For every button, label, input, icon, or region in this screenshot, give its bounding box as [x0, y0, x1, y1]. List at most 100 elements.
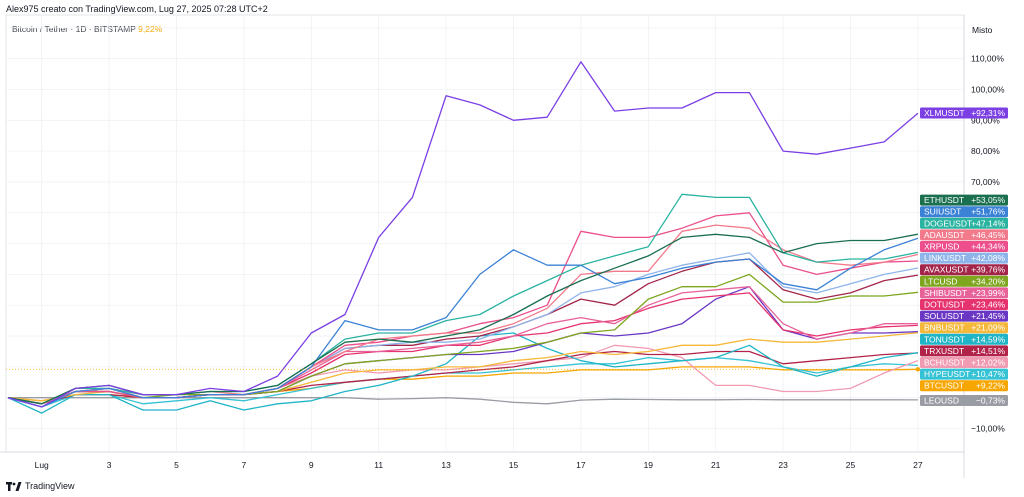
badge-value: +47,14%: [971, 218, 1005, 228]
series-line-ethusdt[interactable]: [7, 233, 919, 405]
series-line-xrpusd[interactable]: [7, 212, 918, 405]
series-line-ltcusd[interactable]: [7, 273, 918, 405]
badge-symbol: LINKUSDT: [924, 253, 966, 263]
badge-value: +46,45%: [971, 230, 1005, 240]
x-tick-label: 3: [107, 460, 112, 470]
x-tick-label: 11: [374, 460, 383, 470]
badge-symbol: AVAXUSDT: [924, 265, 969, 275]
badge-background: [920, 252, 1008, 264]
series-line-trxusdt[interactable]: [7, 350, 918, 405]
badge-symbol: DOGEUSDT: [924, 218, 972, 228]
badge-symbol: ADAUSDT: [924, 230, 965, 240]
badge-value: +92,31%: [971, 108, 1005, 118]
badge-background: [920, 310, 1008, 322]
badge-dotusdt[interactable]: DOTUSDT +23,46%: [920, 299, 1008, 310]
badge-btcusdt[interactable]: BTCUSDT +9,22%: [920, 380, 1008, 392]
badge-xlmusdt[interactable]: XLMUSDT +92,31%: [920, 107, 1008, 119]
brand-label: TradingView: [25, 481, 75, 491]
author-text: Alex975 creato con TradingView.com, Lug …: [6, 4, 268, 14]
badge-value: +34,20%: [971, 276, 1005, 286]
badge-symbol: TONUSDT: [924, 334, 965, 344]
badge-symbol: XRPUSD: [924, 242, 959, 252]
badge-value: +14,51%: [971, 346, 1005, 356]
x-tick-label: Lug: [35, 460, 49, 470]
badge-shibusdt[interactable]: SHIBUSDT +23,99%: [920, 287, 1008, 299]
badge-background: [920, 333, 1008, 345]
badge-value: +9,22%: [976, 381, 1006, 391]
y-tick-label: −10,00%: [971, 424, 1005, 434]
badge-background: [920, 357, 1008, 368]
x-tick-label: 25: [846, 460, 856, 470]
tradingview-footer[interactable]: TradingView: [6, 481, 75, 491]
badge-background: [920, 241, 1008, 252]
badge-background: [920, 194, 1008, 206]
x-tick-label: 9: [309, 460, 314, 470]
series-line-hypeusdt[interactable]: [7, 356, 918, 408]
series-line-tonusdt[interactable]: [7, 332, 918, 414]
badge-background: [920, 368, 1008, 380]
series-line-avaxusdt[interactable]: [7, 258, 919, 405]
badge-adausdt[interactable]: ADAUSDT +46,45%: [920, 229, 1008, 241]
badge-symbol: XLMUSDT: [924, 108, 965, 118]
badge-value: +10,47%: [971, 369, 1005, 379]
badge-value: +14,59%: [971, 334, 1005, 344]
badge-ltcusd[interactable]: LTCUSD +34,20%: [920, 275, 1008, 287]
series-line-leousd[interactable]: [8, 397, 918, 405]
badge-symbol: SHIBUSDT: [924, 288, 967, 298]
badge-symbol: BNBUSDT: [924, 323, 965, 333]
badge-leousd[interactable]: LEOUSD −0,73%: [920, 395, 1008, 406]
x-tick-label: 19: [644, 460, 654, 470]
x-tick-label: 13: [441, 460, 451, 470]
x-tick-label: 15: [509, 460, 519, 470]
badge-background: [920, 345, 1008, 357]
chart-symbol-line[interactable]: Bitcoin / Tether · 1D · BITSTAMP 9,22%: [12, 24, 162, 34]
badge-symbol: BCHUSDT: [924, 358, 965, 368]
badge-dogeusdt[interactable]: DOGEUSDT +47,14%: [920, 217, 1008, 229]
y-tick-label: 90,00%: [971, 115, 1000, 125]
badge-solusdt[interactable]: SOLUSDT +21,45%: [920, 310, 1008, 322]
badge-background: [920, 264, 1008, 276]
symbol-text: Bitcoin / Tether · 1D · BITSTAMP: [12, 24, 136, 34]
badge-value: +21,09%: [971, 323, 1005, 333]
badge-xrpusd[interactable]: XRPUSD +44,34%: [920, 241, 1008, 252]
series-line-suiusdt[interactable]: [7, 237, 919, 408]
badge-bchusdt[interactable]: BCHUSDT +12,02%: [920, 357, 1008, 368]
x-tick-label: 23: [778, 460, 788, 470]
symbol-change: 9,22%: [138, 24, 163, 34]
x-tick-label: 17: [576, 460, 586, 470]
badge-value: +44,34%: [971, 242, 1005, 252]
x-tick-label: 21: [711, 460, 721, 470]
badge-suiusdt[interactable]: SUIUSDT +51,76%: [920, 206, 1008, 218]
badge-tonusdt[interactable]: TONUSDT +14,59%: [920, 333, 1008, 345]
series-line-xlmusdt[interactable]: [7, 61, 919, 408]
chart-author-line: Alex975 creato con TradingView.com, Lug …: [6, 4, 268, 14]
badge-background: [920, 395, 1008, 406]
badge-symbol: LEOUSD: [924, 396, 959, 406]
badge-avaxusdt[interactable]: AVAXUSDT +39,76%: [920, 264, 1008, 276]
badge-value: +23,46%: [971, 300, 1005, 310]
badge-value: +12,02%: [971, 358, 1005, 368]
badge-trxusdt[interactable]: TRXUSDT +14,51%: [920, 345, 1008, 357]
badge-value: +21,45%: [971, 311, 1005, 321]
badge-value: +39,76%: [971, 265, 1005, 275]
badge-symbol: ETHUSDT: [924, 195, 964, 205]
series-line-dotusdt[interactable]: [7, 292, 918, 405]
scale-mode-label[interactable]: Misto: [972, 25, 993, 35]
badge-linkusdt[interactable]: LINKUSDT +42,08%: [920, 252, 1008, 264]
badge-symbol: TRXUSDT: [924, 346, 964, 356]
x-tick-label: 5: [174, 460, 179, 470]
badge-bnbusdt[interactable]: BNBUSDT +21,09%: [920, 322, 1008, 334]
badge-ethusdt[interactable]: ETHUSDT +53,05%: [920, 194, 1008, 206]
x-tick-label: 27: [913, 460, 923, 470]
badge-symbol: BTCUSDT: [924, 381, 964, 391]
badge-hypeusdt[interactable]: HYPEUSDT +10,47%: [920, 368, 1008, 380]
tradingview-logo-icon: [6, 481, 22, 491]
plot-frame: [5, 14, 965, 453]
badge-value: +53,05%: [971, 195, 1005, 205]
badge-background: [920, 380, 1008, 392]
badge-symbol: SOLUSDT: [924, 311, 964, 321]
y-tick-label: 80,00%: [971, 146, 1000, 156]
badge-value: +51,76%: [971, 207, 1005, 217]
badge-background: [920, 275, 1008, 287]
